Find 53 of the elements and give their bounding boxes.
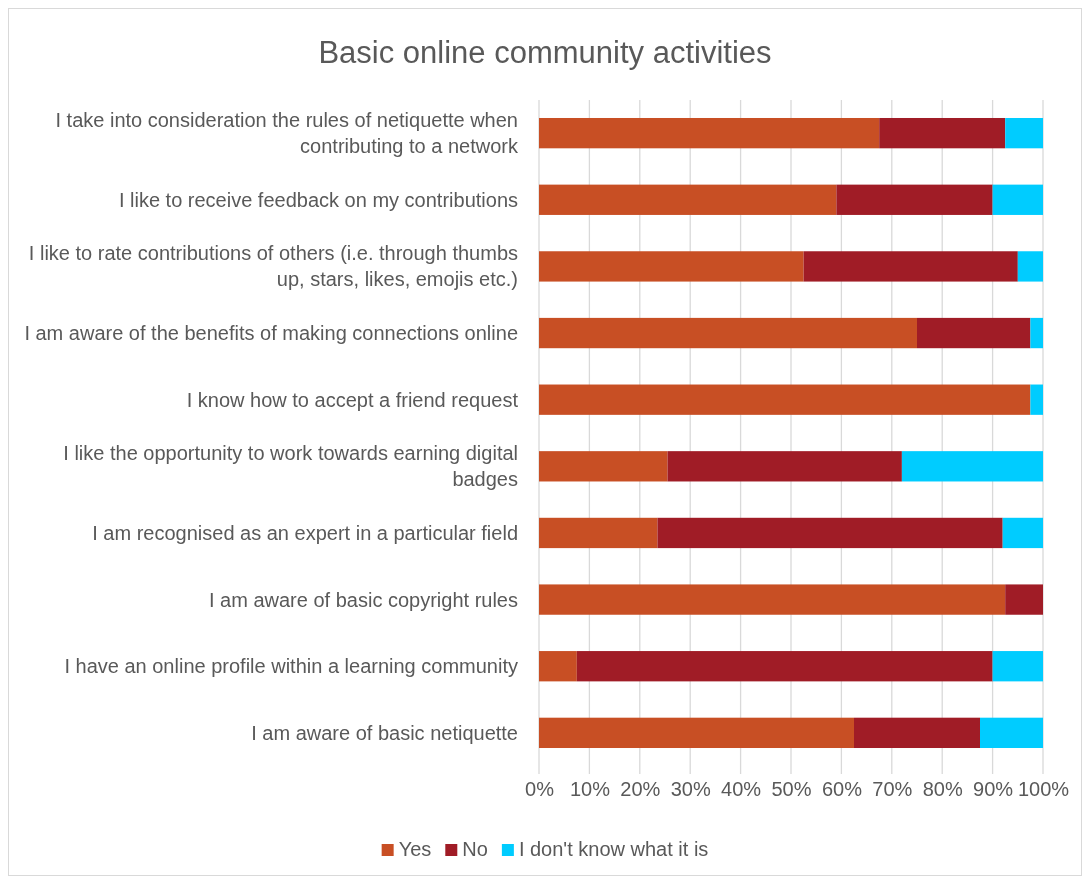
- x-tick-label: 20%: [620, 778, 661, 801]
- bar: [992, 184, 1043, 215]
- bar: [539, 584, 1006, 615]
- x-tick-label: 10%: [569, 778, 611, 801]
- y-tick-label: I know how to accept a friend request: [186, 388, 519, 411]
- x-tick-label: 70%: [872, 778, 913, 801]
- legend-label: Yes: [398, 838, 432, 860]
- bar: [1005, 584, 1043, 615]
- bar: [539, 517, 658, 549]
- y-tick-label: I like to receive feedback on my contributions: [118, 188, 518, 211]
- bar: [1005, 117, 1043, 149]
- legend-label: I don't know what it is: [518, 838, 709, 860]
- x-tick-label: 50%: [771, 778, 812, 801]
- x-tick-label: 80%: [922, 778, 963, 801]
- bar: [539, 251, 804, 282]
- bar: [1017, 251, 1043, 282]
- bar: [539, 384, 1031, 415]
- y-tick-label: I am aware of basic netiquette: [251, 721, 518, 744]
- bar: [836, 184, 993, 215]
- bar: [539, 717, 854, 749]
- bar: [917, 317, 1031, 349]
- y-tick-label: I like to rate contributions of others (i.e. through thumbs up, stars, likes, emojis etc.): [28, 242, 518, 291]
- bar: [667, 451, 902, 482]
- bar: [992, 651, 1043, 682]
- bar: [1030, 384, 1043, 415]
- bar: [879, 117, 1006, 149]
- bar: [803, 251, 1018, 282]
- chart-title: Basic online community activities: [318, 35, 772, 70]
- bar: [657, 517, 1003, 549]
- bar: [539, 117, 880, 149]
- y-tick-label: I take into consideration the rules of netiquette when contributing to a network: [55, 109, 519, 158]
- x-tick-label: 0%: [525, 778, 555, 801]
- bar: [1002, 517, 1043, 549]
- x-tick-label: 30%: [670, 778, 711, 801]
- y-tick-label: I have an online profile within a learning community: [64, 655, 518, 678]
- legend-label: No: [462, 838, 488, 860]
- bar: [854, 717, 980, 749]
- bar: [539, 451, 668, 482]
- y-tick-label: I like the opportunity to work towards earning digital badges: [63, 442, 518, 491]
- bar: [1030, 317, 1043, 349]
- x-tick-label: 60%: [821, 778, 863, 801]
- y-tick-label: I am aware of the benefits of making connections online: [24, 322, 518, 345]
- bar: [539, 317, 917, 349]
- x-tick-label: 40%: [721, 778, 762, 801]
- x-tick-label: 90%: [973, 778, 1014, 801]
- bar: [539, 184, 837, 215]
- y-tick-label: I am recognised as an expert in a particular field: [92, 521, 518, 544]
- bar: [901, 451, 1043, 482]
- bar: [539, 651, 577, 682]
- y-tick-label: I am aware of basic copyright rules: [208, 588, 518, 611]
- bar: [576, 651, 993, 682]
- x-tick-label: 100%: [1017, 778, 1070, 801]
- bar: [980, 717, 1043, 749]
